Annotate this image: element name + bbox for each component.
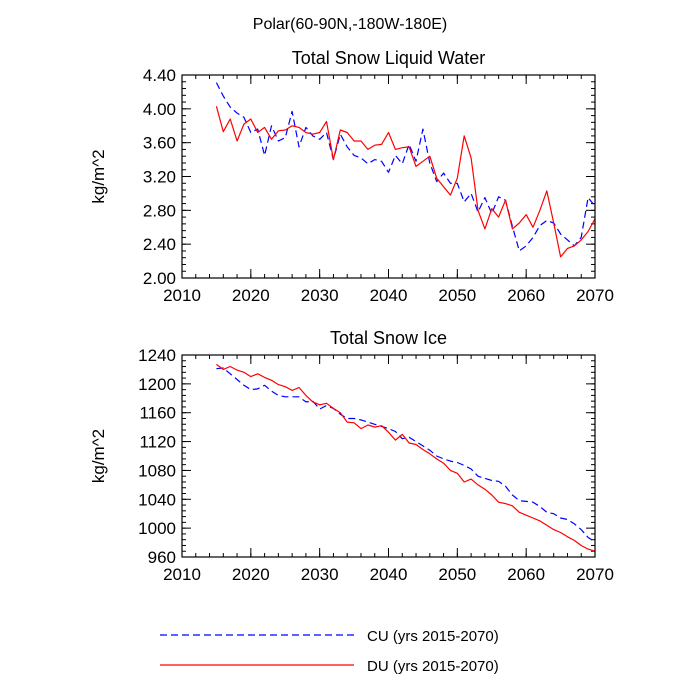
x-tick-label: 2020 [232,565,270,584]
y-tick-label: 1040 [138,490,176,509]
legend-item: DU (yrs 2015-2070) [160,658,499,675]
x-tick-label: 2010 [163,286,201,305]
du-series-line [216,363,596,552]
x-tick-label: 2070 [576,286,614,305]
chart-title: Total Snow Liquid Water [292,48,485,68]
y-tick-label: 3.20 [143,168,176,187]
legend-item: CU (yrs 2015-2070) [160,628,499,645]
figure-title: Polar(60-90N,-180W-180E) [253,16,447,33]
plot-frame [181,74,596,279]
x-tick-label: 2050 [438,286,476,305]
y-tick-label: 4.00 [143,100,176,119]
x-tick-label: 2060 [507,565,545,584]
x-tick-label: 2050 [438,565,476,584]
x-tick-label: 2020 [232,286,270,305]
y-tick-label: 1080 [138,461,176,480]
y-tick-label: 1160 [139,404,176,423]
chart-panel-2: Total Snow Ice kg/m^2 2010 2020 2030 2040 2050… [89,328,614,584]
cu-series-line [216,367,596,543]
x-tick-label: 2030 [301,286,339,305]
x-tick-label: 2010 [163,565,201,584]
x-tick-label: 2060 [507,286,545,305]
y-tick-label: 4.40 [143,66,176,85]
y-tick-label: 2.80 [143,201,176,220]
y-axis-label: kg/m^2 [89,429,108,483]
legend: CU (yrs 2015-2070) DU (yrs 2015-2070) [160,628,499,675]
x-tick-label: 2070 [576,565,614,584]
chart-panel-1: Total Snow Liquid Water kg/m^2 2010 2020 203… [89,48,614,305]
y-tick-label: 2.00 [143,269,176,288]
y-tick-label: 1120 [139,433,176,452]
cu-series-line [215,82,596,252]
y-tick-label: 960 [148,548,176,567]
x-tick-label: 2040 [370,286,408,305]
x-tick-label: 2030 [301,565,339,584]
legend-label: CU (yrs 2015-2070) [367,628,499,645]
x-tick-label: 2040 [370,565,408,584]
y-tick-label: 3.60 [143,134,176,153]
plot-frame [181,354,596,558]
y-tick-label: 1240 [138,346,176,365]
y-tick-label: 1000 [138,519,176,538]
y-axis-label: kg/m^2 [89,149,108,203]
chart-title: Total Snow Ice [330,328,447,348]
du-series-line [215,106,596,258]
legend-label: DU (yrs 2015-2070) [367,658,499,675]
y-tick-label: 2.40 [143,235,176,254]
y-tick-label: 1200 [138,375,176,394]
